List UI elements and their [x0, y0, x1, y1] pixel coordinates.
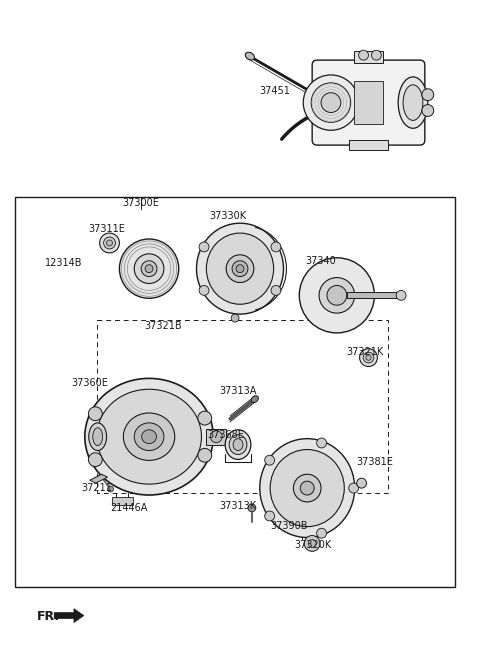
Circle shape — [317, 438, 326, 448]
Circle shape — [366, 355, 371, 360]
Ellipse shape — [398, 77, 428, 128]
Circle shape — [231, 314, 239, 322]
Text: 37300E: 37300E — [123, 198, 159, 209]
Circle shape — [100, 233, 120, 253]
Text: 37360E: 37360E — [72, 378, 108, 388]
Text: 37313K: 37313K — [219, 501, 257, 511]
Circle shape — [357, 478, 367, 488]
Text: 37381E: 37381E — [356, 458, 393, 467]
Circle shape — [422, 105, 434, 116]
Polygon shape — [54, 608, 84, 623]
Bar — [206, 429, 226, 445]
Circle shape — [145, 265, 153, 272]
Text: 37451: 37451 — [259, 86, 290, 96]
Circle shape — [271, 242, 281, 252]
Text: FR.: FR. — [37, 610, 60, 623]
Circle shape — [311, 83, 351, 122]
Circle shape — [248, 504, 256, 512]
Ellipse shape — [229, 435, 247, 454]
Text: 37340: 37340 — [306, 255, 336, 266]
Circle shape — [359, 50, 369, 60]
Bar — [354, 51, 384, 63]
Circle shape — [300, 258, 374, 333]
Ellipse shape — [226, 255, 254, 283]
Circle shape — [422, 89, 434, 101]
Circle shape — [199, 242, 209, 252]
Circle shape — [303, 75, 359, 130]
Circle shape — [349, 483, 359, 493]
Ellipse shape — [96, 389, 202, 484]
Circle shape — [360, 348, 377, 367]
Ellipse shape — [251, 396, 258, 402]
Circle shape — [271, 285, 281, 295]
Circle shape — [317, 528, 326, 538]
Text: 37330K: 37330K — [210, 211, 247, 221]
Ellipse shape — [225, 430, 251, 460]
FancyBboxPatch shape — [312, 60, 425, 145]
Circle shape — [308, 540, 316, 547]
Text: 21446A: 21446A — [110, 503, 148, 513]
Bar — [14, 196, 456, 587]
Text: 12314B: 12314B — [45, 258, 83, 268]
Circle shape — [210, 431, 222, 443]
Ellipse shape — [236, 265, 244, 272]
Circle shape — [141, 261, 157, 276]
Circle shape — [321, 93, 341, 112]
Ellipse shape — [196, 223, 284, 314]
Ellipse shape — [403, 84, 423, 120]
Circle shape — [293, 474, 321, 502]
Circle shape — [198, 411, 212, 425]
Ellipse shape — [142, 430, 156, 443]
Circle shape — [396, 291, 406, 300]
Text: 37311E: 37311E — [88, 224, 125, 234]
Ellipse shape — [85, 378, 213, 495]
Ellipse shape — [232, 261, 248, 276]
Ellipse shape — [134, 423, 164, 450]
Text: 37321K: 37321K — [346, 346, 383, 357]
Text: 37320K: 37320K — [295, 540, 332, 551]
Ellipse shape — [233, 439, 243, 450]
Circle shape — [199, 285, 209, 295]
Ellipse shape — [270, 450, 344, 526]
Circle shape — [327, 285, 347, 306]
Bar — [347, 292, 401, 298]
Circle shape — [264, 511, 275, 521]
Ellipse shape — [206, 233, 274, 304]
Circle shape — [134, 254, 164, 283]
Text: 37368E: 37368E — [208, 430, 245, 439]
Circle shape — [319, 278, 355, 313]
Circle shape — [104, 237, 116, 249]
Ellipse shape — [260, 439, 355, 538]
Ellipse shape — [93, 428, 103, 446]
Circle shape — [107, 240, 112, 246]
Polygon shape — [90, 474, 108, 483]
Circle shape — [108, 486, 113, 492]
Text: 37321B: 37321B — [144, 321, 182, 331]
Circle shape — [88, 453, 102, 467]
Circle shape — [198, 448, 212, 462]
Text: 37390B: 37390B — [271, 521, 308, 530]
Ellipse shape — [245, 52, 254, 60]
Ellipse shape — [89, 423, 107, 450]
Circle shape — [300, 481, 314, 495]
Ellipse shape — [123, 413, 175, 460]
Bar — [96, 320, 388, 493]
Circle shape — [88, 407, 102, 421]
Text: 37313A: 37313A — [219, 386, 257, 396]
Text: 37211: 37211 — [81, 483, 112, 493]
Circle shape — [264, 455, 275, 465]
Bar — [354, 81, 384, 124]
Circle shape — [120, 239, 179, 298]
Bar — [349, 140, 388, 150]
Circle shape — [372, 50, 381, 60]
Circle shape — [304, 536, 320, 551]
Bar — [111, 497, 133, 505]
Circle shape — [363, 352, 374, 363]
